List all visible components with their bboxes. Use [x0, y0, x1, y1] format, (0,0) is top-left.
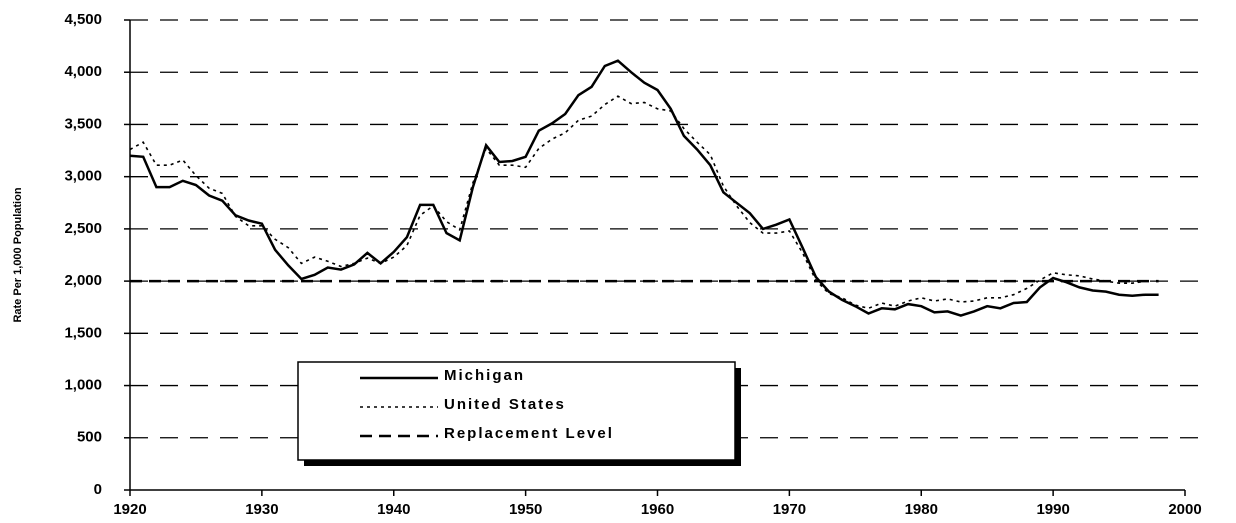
series-line	[129, 59, 1159, 317]
x-tick-label: 1930	[245, 501, 278, 518]
y-tick-label: 1,000	[64, 377, 102, 394]
x-tick-label: 1960	[641, 501, 674, 518]
y-tick-label: 3,000	[64, 168, 102, 185]
y-tick-label: 2,500	[64, 220, 102, 237]
x-tick-label: 1940	[377, 501, 410, 518]
y-tick-label: 500	[77, 429, 102, 446]
x-tick-label: 1970	[773, 501, 806, 518]
series-line	[129, 95, 1146, 310]
x-tick-label: 1950	[509, 501, 542, 518]
legend-label: United States	[444, 396, 566, 413]
legend-label: Michigan	[444, 367, 525, 384]
y-tick-label: 0	[94, 481, 102, 498]
x-tick-label: 1920	[113, 501, 146, 518]
x-tick-label: 1980	[905, 501, 938, 518]
y-tick-label: 4,000	[64, 63, 102, 80]
y-tick-label: 1,500	[64, 324, 102, 341]
legend-label: Replacement Level	[444, 425, 614, 442]
y-tick-label: 2,000	[64, 272, 102, 289]
y-tick-label: 3,500	[64, 115, 102, 132]
y-tick-label: 4,500	[64, 11, 102, 28]
x-tick-label: 1990	[1036, 501, 1069, 518]
y-axis-label: Rate Per 1,000 Population	[12, 187, 24, 322]
x-tick-label: 2000	[1168, 501, 1201, 518]
